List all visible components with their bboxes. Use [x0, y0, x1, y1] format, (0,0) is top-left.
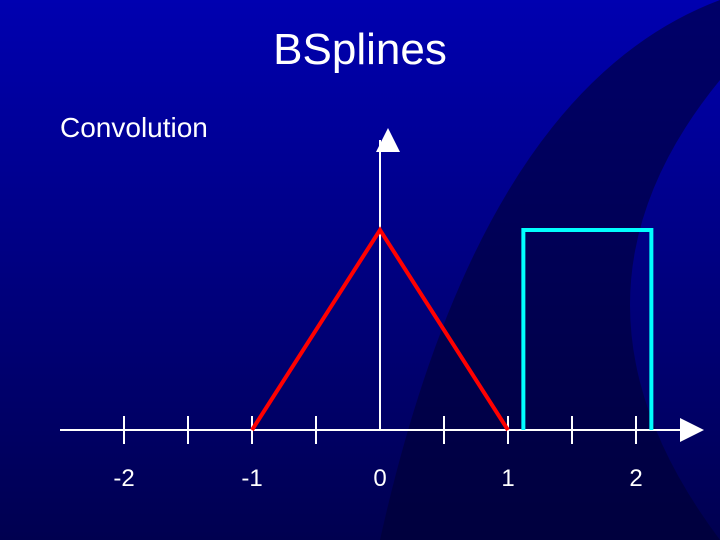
- chart: [0, 0, 720, 540]
- axes: [60, 140, 700, 430]
- axis-label: 2: [616, 465, 656, 493]
- slide: BSplines Convolution -2-1012: [0, 0, 720, 540]
- plot-lines: [252, 230, 651, 430]
- axis-label: 1: [488, 465, 528, 493]
- axis-label: -1: [232, 465, 272, 493]
- axis-label: 0: [360, 465, 400, 493]
- axis-label: -2: [104, 465, 144, 493]
